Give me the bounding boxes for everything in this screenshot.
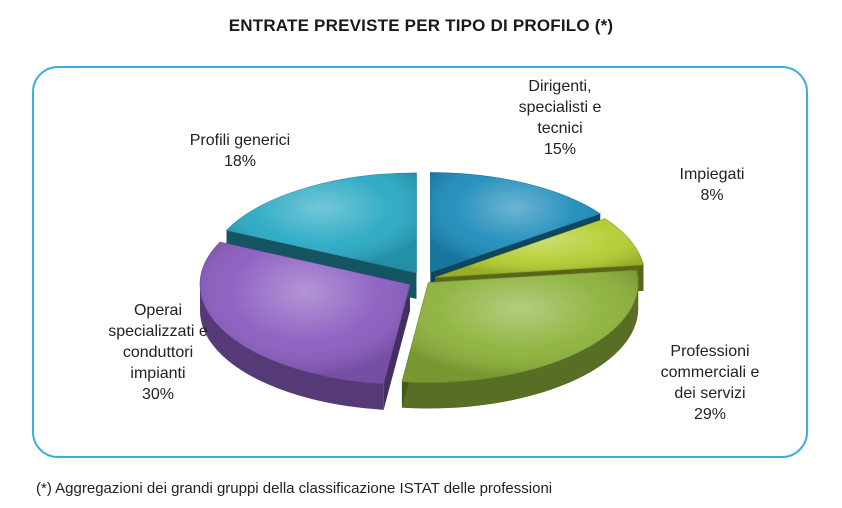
- pie-slice-highlight: [226, 172, 417, 273]
- chart-title: ENTRATE PREVISTE PER TIPO DI PROFILO (*): [228, 16, 614, 35]
- pie-slice-highlight: [430, 172, 601, 273]
- pie-slice-highlight: [435, 218, 644, 278]
- pie-slice-highlight: [199, 242, 410, 384]
- slice-label-profili: Profili generici 18%: [189, 132, 291, 170]
- pie-slice-wall: [383, 284, 410, 410]
- footnote: (*) Aggregazioni dei grandi gruppi della…: [36, 480, 553, 497]
- slice-label-dirigenti: Dirigenti, specialisti e tecnici 15%: [518, 78, 602, 158]
- chart-frame: [32, 66, 808, 458]
- slice-label-operai: Operai specializzati e conduttori impian…: [108, 302, 208, 403]
- slice-label-professioni: Professioni commerciali e dei servizi 29…: [660, 343, 760, 423]
- slice-label-impiegati: Impiegati 8%: [679, 166, 745, 204]
- pie-slice-highlight: [401, 270, 639, 383]
- pie-slice-side: [401, 282, 639, 409]
